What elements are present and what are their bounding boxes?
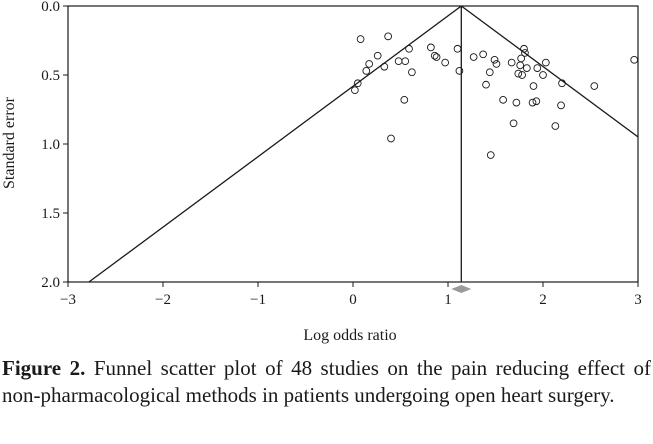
x-tick-label: −3 bbox=[60, 292, 76, 308]
funnel-left-limit bbox=[88, 6, 462, 282]
study-point bbox=[529, 82, 538, 90]
study-point bbox=[453, 44, 462, 53]
study-point bbox=[516, 61, 525, 70]
plot-frame bbox=[67, 5, 639, 283]
study-point bbox=[514, 69, 523, 78]
y-tick-label: 1.0 bbox=[41, 137, 60, 153]
summary-diamond bbox=[451, 285, 472, 293]
study-point bbox=[485, 68, 494, 77]
y-tick-label: 0.5 bbox=[41, 68, 60, 84]
study-point bbox=[486, 151, 495, 159]
funnel-right-limit bbox=[460, 6, 638, 138]
x-tick-label: 3 bbox=[634, 292, 642, 308]
study-point bbox=[432, 53, 441, 61]
study-point bbox=[351, 86, 359, 95]
study-point bbox=[394, 57, 403, 66]
study-point bbox=[408, 68, 416, 77]
study-point bbox=[590, 82, 599, 90]
study-point bbox=[353, 79, 362, 88]
study-point bbox=[482, 80, 490, 89]
y-tick-label: 2.0 bbox=[41, 275, 60, 291]
study-point bbox=[532, 97, 541, 106]
study-point bbox=[479, 50, 488, 59]
study-point bbox=[520, 44, 528, 53]
study-point bbox=[373, 51, 382, 60]
study-point bbox=[630, 55, 639, 64]
study-point bbox=[509, 119, 518, 128]
study-point bbox=[541, 58, 550, 67]
funnel-plot: Standard error Log odds ratio −3 −2 −1 0 1 2 3… bbox=[1, 0, 642, 344]
study-point bbox=[469, 53, 478, 61]
study-point bbox=[558, 79, 566, 88]
study-point bbox=[517, 54, 526, 63]
x-tick-label: 2 bbox=[539, 292, 547, 308]
study-point bbox=[522, 64, 531, 72]
x-axis-label: Log odds ratio bbox=[303, 327, 396, 344]
x-tick-label: −1 bbox=[250, 292, 266, 308]
study-point bbox=[401, 57, 410, 66]
x-tick-label: 1 bbox=[444, 292, 452, 308]
study-point bbox=[533, 64, 542, 72]
study-point bbox=[512, 98, 521, 107]
study-point bbox=[539, 71, 547, 79]
study-point bbox=[518, 71, 526, 79]
study-point bbox=[430, 51, 439, 60]
study-point bbox=[362, 67, 371, 75]
study-point bbox=[441, 58, 450, 67]
study-point bbox=[380, 62, 389, 71]
study-point bbox=[490, 55, 499, 64]
study-point bbox=[499, 95, 507, 104]
figure-caption: Figure 2. Funnel scatter plot of 48 stud… bbox=[2, 355, 651, 409]
study-point bbox=[551, 122, 560, 130]
x-tick-label: 0 bbox=[349, 292, 357, 308]
x-tick-label: −2 bbox=[155, 292, 171, 308]
study-point bbox=[356, 35, 365, 43]
study-point bbox=[405, 44, 413, 53]
caption-text: Funnel scatter plot of 48 studies on the… bbox=[2, 356, 651, 407]
study-point bbox=[557, 101, 565, 110]
study-point bbox=[492, 60, 501, 68]
y-tick-label: 1.5 bbox=[41, 206, 60, 222]
y-axis-label: Standard error bbox=[1, 96, 18, 189]
study-point bbox=[384, 32, 393, 41]
study-point bbox=[521, 49, 529, 57]
study-point bbox=[528, 98, 537, 107]
study-point bbox=[387, 134, 395, 143]
study-point bbox=[427, 43, 435, 52]
study-point bbox=[455, 67, 464, 75]
study-point bbox=[400, 95, 409, 104]
study-point bbox=[365, 60, 374, 68]
figure-label: Figure 2. bbox=[2, 356, 86, 380]
study-point bbox=[507, 58, 516, 67]
y-tick-label: 0.0 bbox=[41, 0, 60, 15]
